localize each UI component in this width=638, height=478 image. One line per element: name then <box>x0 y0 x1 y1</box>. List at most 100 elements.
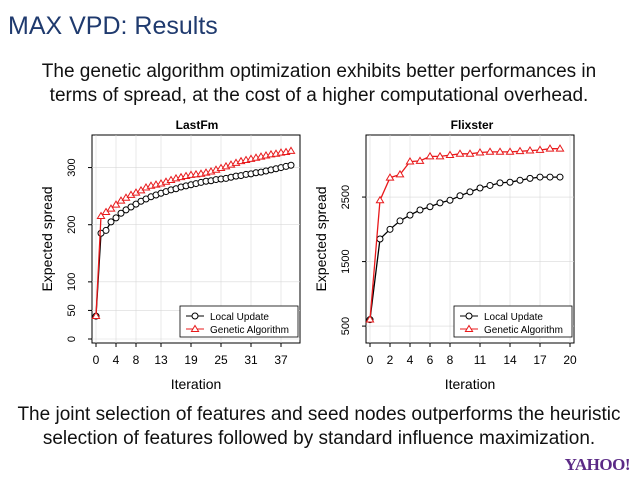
data-point-local-update <box>376 235 384 243</box>
data-point-genetic-algorithm <box>405 157 415 165</box>
series-layer <box>91 146 296 320</box>
data-point-local-update <box>117 209 125 217</box>
x-tick-label: 8 <box>447 353 454 367</box>
y-tick-label: 300 <box>66 158 78 176</box>
y-tick-label: 500 <box>340 317 352 335</box>
slide-title: MAX VPD: Results <box>8 12 218 40</box>
legend-label-local-update: Local Update <box>484 312 543 323</box>
y-tick-label: 2500 <box>340 185 352 209</box>
y-ticks: 500 1500 2500 <box>340 185 366 335</box>
x-tick-label: 11 <box>474 353 487 367</box>
conclusion-line-1: The joint selection of features and seed… <box>17 404 621 425</box>
data-point-local-update <box>416 206 424 214</box>
data-point-genetic-algorithm <box>535 145 545 153</box>
x-tick-label: 4 <box>113 353 120 367</box>
legend-marker-local-update <box>191 312 199 320</box>
data-point-genetic-algorithm <box>505 147 515 155</box>
x-axis-label: Iteration <box>171 376 222 392</box>
data-point-local-update <box>536 173 544 181</box>
y-tick-label: 0 <box>66 336 78 342</box>
series-layer <box>365 144 565 324</box>
conclusion-text: The joint selection of features and seed… <box>0 403 638 451</box>
data-point-local-update <box>446 196 454 204</box>
data-point-genetic-algorithm <box>425 151 435 160</box>
chart-title: Flixster <box>451 118 494 132</box>
x-axis-label: Iteration <box>445 376 496 392</box>
y-ticks: 0 50 100 200 300 <box>66 158 92 342</box>
x-tick-label: 25 <box>214 353 228 367</box>
data-point-local-update <box>476 184 484 192</box>
intro-line-2: terms of spread, at the cost of a higher… <box>49 85 589 106</box>
data-point-genetic-algorithm <box>395 169 405 178</box>
legend: Local Update Genetic Algorithm <box>453 305 573 338</box>
chart-flixster: Flixster 500 1500 2500 0 2 4 6 8 11 14 17 20 Itera… <box>313 118 577 392</box>
x-tick-label: 8 <box>133 353 140 367</box>
x-tick-label: 17 <box>533 353 547 367</box>
data-point-local-update <box>516 176 524 184</box>
x-tick-label: 14 <box>503 353 517 367</box>
legend-box <box>179 305 299 338</box>
legend-label-genetic-algorithm: Genetic Algorithm <box>484 325 563 336</box>
legend-marker-local-update <box>465 312 473 320</box>
data-point-genetic-algorithm <box>91 311 101 320</box>
data-point-genetic-algorithm <box>475 147 485 156</box>
legend-marker-genetic-algorithm <box>464 324 474 332</box>
data-point-genetic-algorithm <box>555 144 565 152</box>
data-point-genetic-algorithm <box>385 173 395 181</box>
y-tick-label: 50 <box>66 304 78 316</box>
x-ticks: 0 2 4 6 8 11 14 17 20 <box>367 343 577 367</box>
intro-line-1: The genetic algorithm optimization exhib… <box>41 61 597 82</box>
data-point-local-update <box>546 173 554 181</box>
data-point-local-update <box>287 161 295 169</box>
y-tick-label: 1500 <box>340 249 352 273</box>
data-point-local-update <box>456 192 464 200</box>
x-tick-label: 6 <box>427 353 434 367</box>
x-tick-label: 13 <box>154 353 168 367</box>
data-point-genetic-algorithm <box>445 150 455 159</box>
yahoo-logo: YAHOO! <box>564 455 631 474</box>
chart-title: LastFm <box>176 118 219 132</box>
data-point-local-update <box>396 217 404 225</box>
y-tick-label: 200 <box>66 216 78 234</box>
data-point-genetic-algorithm <box>96 211 106 220</box>
data-point-genetic-algorithm <box>495 147 505 155</box>
data-point-genetic-algorithm <box>435 151 445 160</box>
data-point-local-update <box>102 226 110 234</box>
x-tick-label: 37 <box>274 353 288 367</box>
data-point-local-update <box>506 178 514 186</box>
legend: Local Update Genetic Algorithm <box>179 305 299 338</box>
data-point-genetic-algorithm <box>515 146 525 155</box>
legend-marker-genetic-algorithm <box>190 324 200 332</box>
data-point-local-update <box>107 218 115 226</box>
data-point-local-update <box>386 225 394 233</box>
x-tick-label: 19 <box>184 353 198 367</box>
data-point-genetic-algorithm <box>455 149 465 157</box>
data-point-genetic-algorithm <box>365 315 375 323</box>
x-tick-label: 31 <box>244 353 258 367</box>
data-point-genetic-algorithm <box>286 146 296 154</box>
data-point-genetic-algorithm <box>111 200 121 208</box>
legend-label-genetic-algorithm: Genetic Algorithm <box>210 325 289 336</box>
data-point-local-update <box>496 179 504 187</box>
data-point-genetic-algorithm <box>485 147 495 155</box>
x-tick-label: 0 <box>367 353 374 367</box>
x-tick-label: 20 <box>563 353 577 367</box>
legend-box <box>453 305 573 338</box>
x-tick-label: 2 <box>387 353 394 367</box>
data-point-local-update <box>426 203 434 211</box>
y-tick-label: 100 <box>66 273 78 291</box>
data-point-local-update <box>436 199 444 207</box>
data-point-genetic-algorithm <box>375 195 385 204</box>
data-point-genetic-algorithm <box>465 149 475 157</box>
x-tick-label: 0 <box>93 353 100 367</box>
x-tick-label: 4 <box>407 353 414 367</box>
data-point-local-update <box>556 173 564 181</box>
data-point-local-update <box>466 188 474 196</box>
data-point-genetic-algorithm <box>525 146 535 154</box>
legend-label-local-update: Local Update <box>210 312 269 323</box>
data-point-genetic-algorithm <box>415 156 425 164</box>
data-point-genetic-algorithm <box>545 144 555 152</box>
y-axis-label: Expected spread <box>313 186 329 291</box>
